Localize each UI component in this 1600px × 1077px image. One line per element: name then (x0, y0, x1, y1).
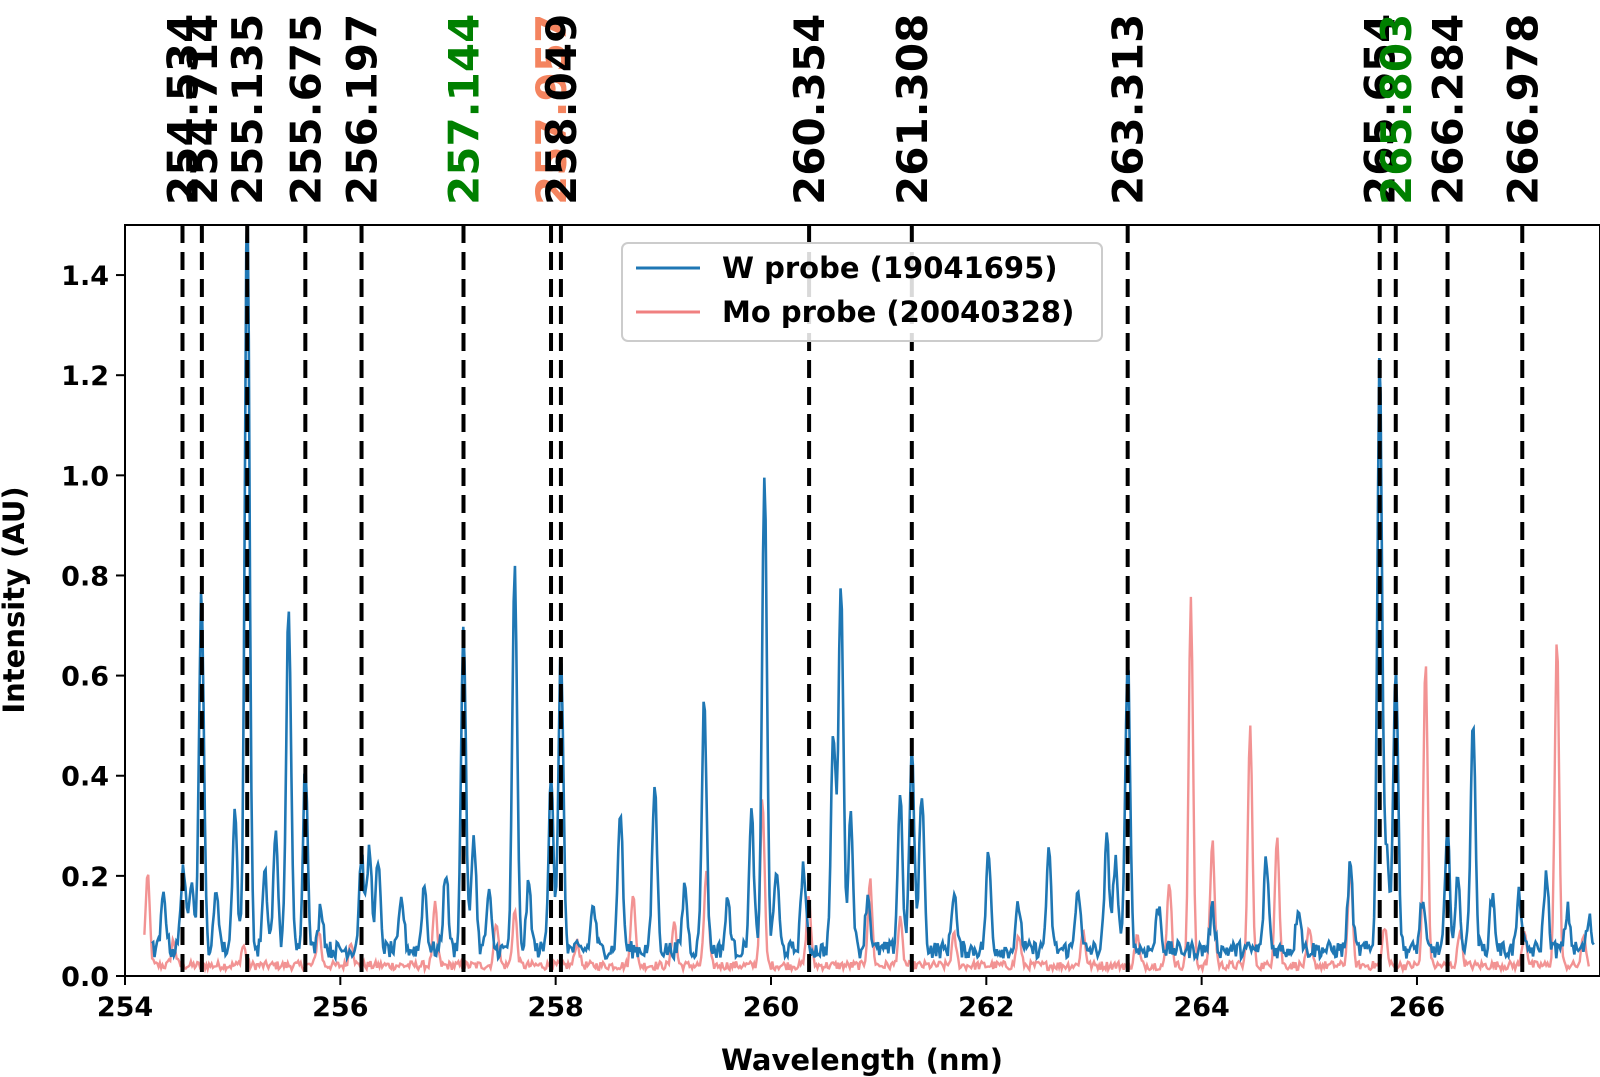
reference-line-label: 261.308 (888, 14, 937, 205)
x-tick-label: 258 (527, 992, 583, 1023)
reference-line-label: 266.978 (1498, 14, 1547, 205)
reference-line-label: 254.534 (159, 14, 208, 205)
reference-line-label: 256.197 (338, 14, 387, 205)
x-tick-label: 266 (1389, 992, 1445, 1023)
reference-line-label: 265.654 (1356, 14, 1405, 205)
reference-line-label: 257.144 (440, 14, 489, 205)
reference-line-label: 258.049 (537, 14, 586, 205)
y-tick-label: 0.6 (61, 662, 109, 693)
reference-line-label: 263.313 (1104, 14, 1153, 205)
x-axis-label: Wavelength (nm) (721, 1043, 1003, 1077)
y-tick-label: 0.8 (61, 561, 109, 592)
legend-entry: Mo probe (20040328) (722, 295, 1074, 329)
y-axis-label: Intensity (AU) (0, 486, 31, 713)
series-layer (143, 225, 1595, 975)
reference-line-label: 265.803 (1372, 14, 1421, 205)
x-tick-label: 260 (743, 992, 799, 1023)
legend-box (621, 242, 1103, 342)
legend: W probe (19041695) Mo probe (20040328) (621, 242, 1103, 342)
y-tick-label: 0.2 (61, 862, 109, 893)
x-axis-ticks: 254 256 258 260 262 264 266 (97, 976, 1445, 1023)
x-tick-label: 254 (97, 992, 153, 1023)
reference-line-label: 266.284 (1424, 14, 1473, 205)
y-tick-label: 1.0 (61, 461, 109, 492)
y-tick-label: 0.4 (61, 762, 109, 793)
y-tick-label: 1.4 (61, 261, 109, 292)
x-tick-label: 256 (312, 992, 368, 1023)
legend-entry: W probe (19041695) (722, 251, 1058, 285)
reference-line-label: 255.675 (281, 14, 330, 205)
y-tick-label: 1.2 (61, 361, 109, 392)
reference-line-label: 254.714 (178, 14, 227, 205)
x-tick-label: 264 (1173, 992, 1229, 1023)
y-tick-label: 0.0 (61, 962, 109, 993)
y-axis-ticks: 0.0 0.2 0.4 0.6 0.8 1.0 1.2 1.4 (61, 261, 125, 993)
plot-frame (124, 224, 1600, 977)
reference-line-label: 257.957 (527, 14, 576, 205)
reference-line-label: 255.135 (223, 14, 272, 205)
x-tick-label: 262 (958, 992, 1014, 1023)
reference-line-label: 260.354 (785, 14, 834, 205)
series-line-w-probe (151, 225, 1595, 963)
